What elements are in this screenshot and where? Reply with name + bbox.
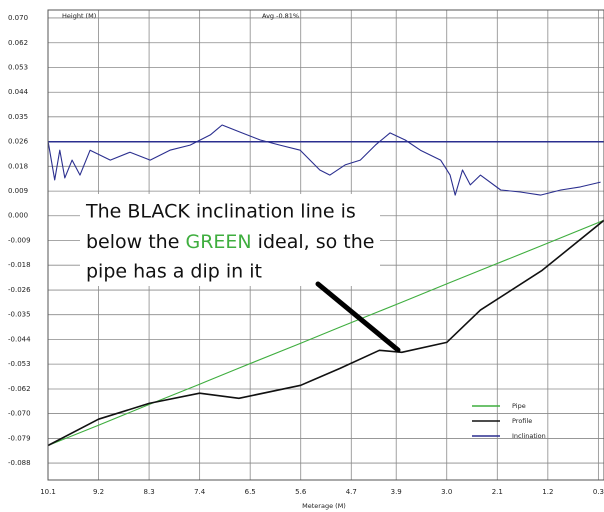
x-tick-label: 10.1 <box>40 488 56 496</box>
y-tick-label: 0.009 <box>8 187 28 195</box>
y-tick-label: 0.026 <box>8 138 29 146</box>
y-tick-label: 0.000 <box>8 212 28 220</box>
annotation-line: below the GREEN ideal, so the <box>86 231 374 253</box>
y-tick-label: -0.018 <box>8 261 31 269</box>
y-tick-label: 0.035 <box>8 113 28 121</box>
x-tick-label: 1.2 <box>542 488 553 496</box>
series-line <box>47 219 604 447</box>
y-tick-label: 0.053 <box>8 63 28 71</box>
annotation-arrow <box>315 281 401 353</box>
y-tick-label: 0.044 <box>8 88 29 96</box>
y-tick-label: 0.070 <box>8 14 28 22</box>
series-line <box>47 219 604 447</box>
y-tick-label: -0.035 <box>8 311 31 319</box>
x-tick-label: 9.2 <box>93 488 104 496</box>
series-line <box>47 124 601 196</box>
x-axis-label: Meterage (M) <box>302 502 346 510</box>
y-tick-label: 0.062 <box>8 39 28 47</box>
annotation-line: pipe has a dip in it <box>86 261 262 283</box>
legend: Pipe Profile Inclination <box>472 402 546 440</box>
annotation-line: The BLACK inclination line is <box>85 201 356 223</box>
x-tick-label: 5.6 <box>295 488 307 496</box>
x-tick-label: 4.7 <box>346 488 357 496</box>
x-tick-label: 2.1 <box>492 488 503 496</box>
legend-label: Pipe <box>512 402 526 410</box>
annotation-text: below the <box>86 231 179 253</box>
x-tick-label: 3.9 <box>391 488 402 496</box>
y-tick-label: -0.079 <box>8 434 31 442</box>
y-tick-label: -0.026 <box>8 286 31 294</box>
y-tick-label: -0.044 <box>8 336 31 344</box>
chart-subtitle: Avg -0.81% <box>262 12 299 20</box>
y-tick-label: -0.062 <box>8 385 31 393</box>
y-tick-label: -0.053 <box>8 360 31 368</box>
x-tick-label: 0.3 <box>593 488 604 496</box>
x-tick-label: 8.3 <box>144 488 155 496</box>
plot-frame <box>47 9 604 481</box>
annotation-box <box>80 194 380 286</box>
legend-label: Inclination <box>512 432 546 440</box>
x-tick-label: 6.5 <box>245 488 256 496</box>
y-tick-label: -0.088 <box>8 459 31 467</box>
annotation-highlight: GREEN <box>185 231 251 253</box>
y-tick-label: -0.009 <box>8 237 31 245</box>
legend-label: Profile <box>512 417 532 425</box>
y-tick-label: -0.070 <box>8 410 31 418</box>
x-tick-label: 3.0 <box>441 488 452 496</box>
y-tick-label: 0.018 <box>8 162 28 170</box>
marks <box>47 124 604 447</box>
annotation-text: ideal, so the <box>258 231 375 253</box>
chart-title: Height (M) <box>62 12 96 20</box>
x-tick-label: 7.4 <box>194 488 206 496</box>
